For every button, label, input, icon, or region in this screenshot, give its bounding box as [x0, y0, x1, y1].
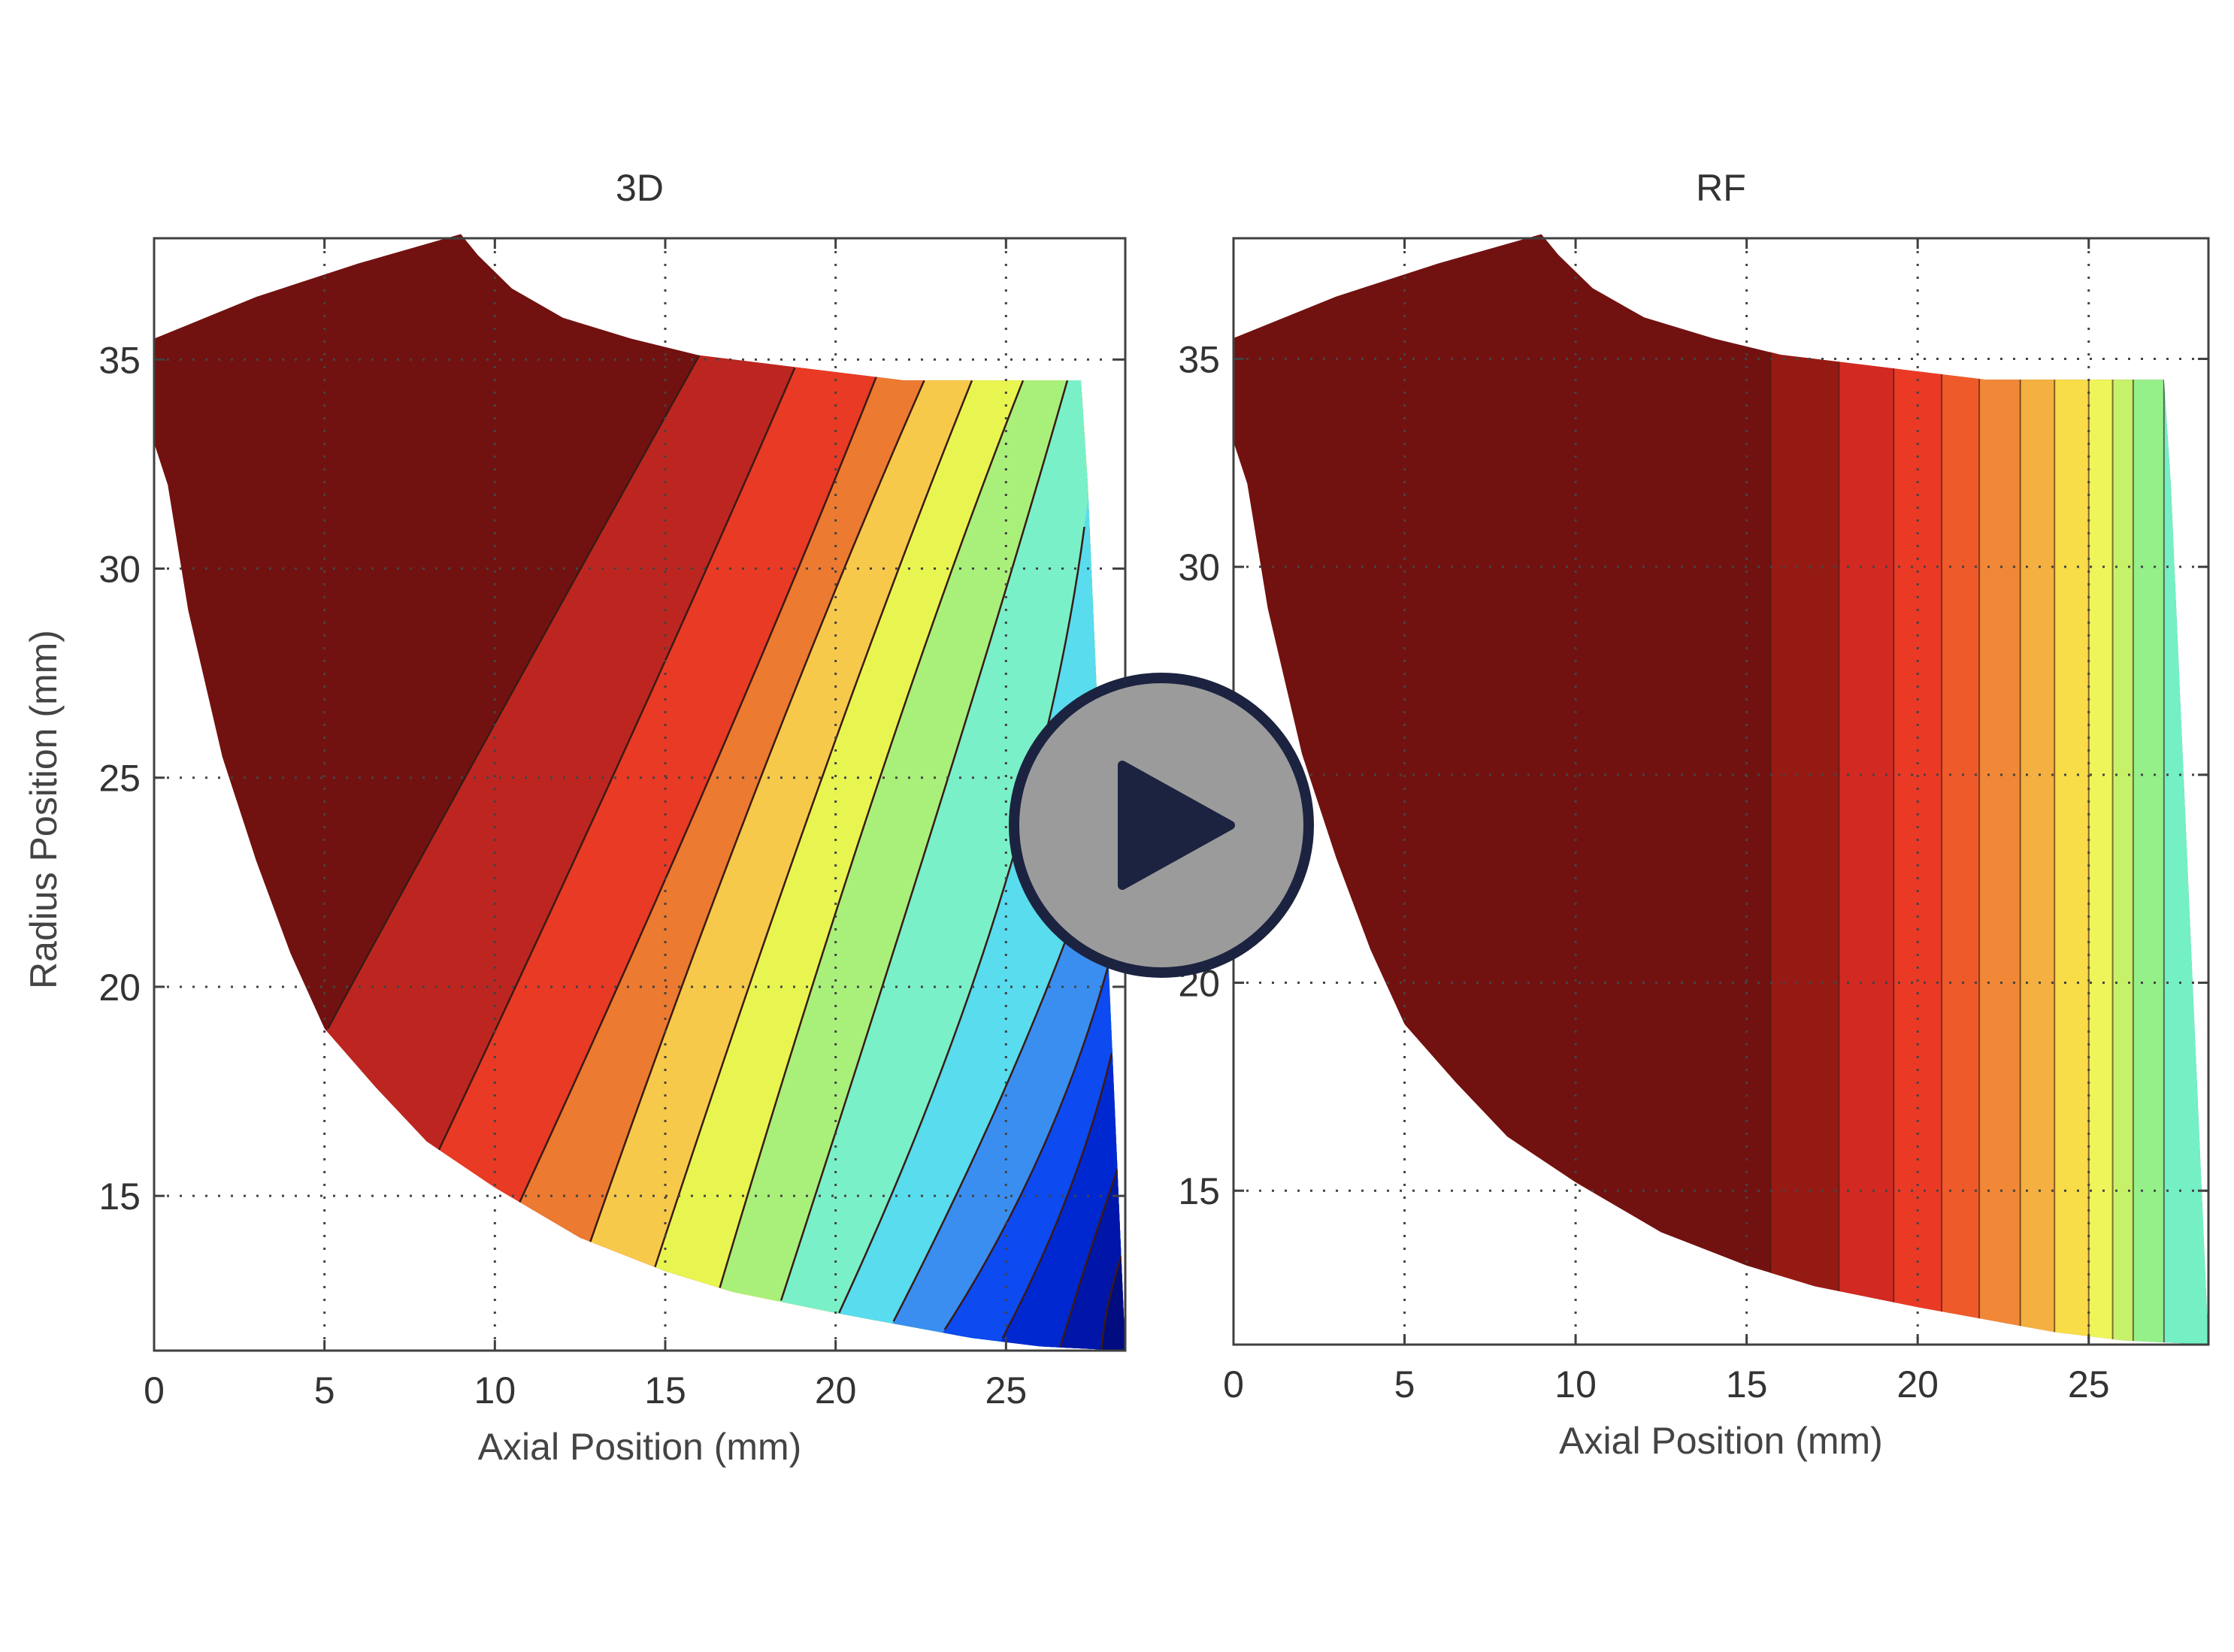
x-tick-label: 20 — [815, 1369, 857, 1411]
x-axis-label: Axial Position (mm) — [1559, 1420, 1883, 1462]
y-axis-label: Radius Position (mm) — [23, 630, 65, 989]
y-tick-label: 20 — [98, 967, 141, 1009]
contour-line — [517, 376, 878, 1205]
contour-band — [2020, 234, 2055, 1345]
x-tick-label: 15 — [644, 1369, 686, 1411]
contour-line — [1100, 1254, 1123, 1351]
contour-line — [327, 355, 701, 1030]
panel-rf: 05101520251520253035RFAxial Position (mm… — [1178, 167, 2210, 1462]
play-button[interactable] — [1009, 673, 1314, 978]
y-tick-label: 35 — [1178, 338, 1220, 380]
contour-line — [1059, 1166, 1120, 1347]
x-tick-label: 0 — [1223, 1363, 1244, 1405]
x-tick-label: 15 — [1726, 1363, 1768, 1405]
x-tick-label: 20 — [1896, 1363, 1939, 1405]
contour-band — [964, 234, 1125, 1351]
x-tick-label: 0 — [144, 1369, 165, 1411]
contour-band — [2054, 234, 2089, 1345]
x-tick-label: 25 — [985, 1369, 1028, 1411]
contour-band — [2133, 234, 2164, 1345]
contour-line — [589, 380, 925, 1242]
contour-band — [1839, 234, 1894, 1345]
contour-band — [2088, 234, 2113, 1345]
contour-band — [1979, 234, 2021, 1345]
contour-band — [2112, 234, 2133, 1345]
x-axis-label: Axial Position (mm) — [478, 1426, 802, 1468]
x-tick-label: 10 — [474, 1369, 516, 1411]
y-tick-label: 15 — [98, 1175, 141, 1218]
contour-line — [654, 380, 973, 1268]
contour-band — [890, 234, 1125, 1351]
chart-title: RF — [1696, 167, 1746, 209]
y-tick-label: 15 — [1178, 1170, 1220, 1212]
contour-line — [943, 965, 1109, 1330]
contour-band — [1942, 234, 1980, 1345]
x-tick-label: 5 — [314, 1369, 335, 1411]
x-tick-label: 10 — [1554, 1363, 1597, 1405]
contour-band — [1770, 234, 1839, 1345]
x-tick-label: 5 — [1394, 1363, 1415, 1405]
contour-line — [436, 367, 796, 1155]
y-tick-label: 30 — [1178, 546, 1220, 588]
play-icon — [1118, 761, 1235, 890]
contour-line — [719, 380, 1025, 1288]
y-tick-label: 25 — [98, 758, 141, 800]
x-tick-label: 25 — [2068, 1363, 2110, 1405]
contour-line — [1001, 1053, 1113, 1339]
y-tick-label: 30 — [98, 549, 141, 591]
chart-title: 3D — [616, 167, 664, 209]
contour-line — [838, 526, 1085, 1314]
y-tick-label: 35 — [98, 339, 141, 381]
